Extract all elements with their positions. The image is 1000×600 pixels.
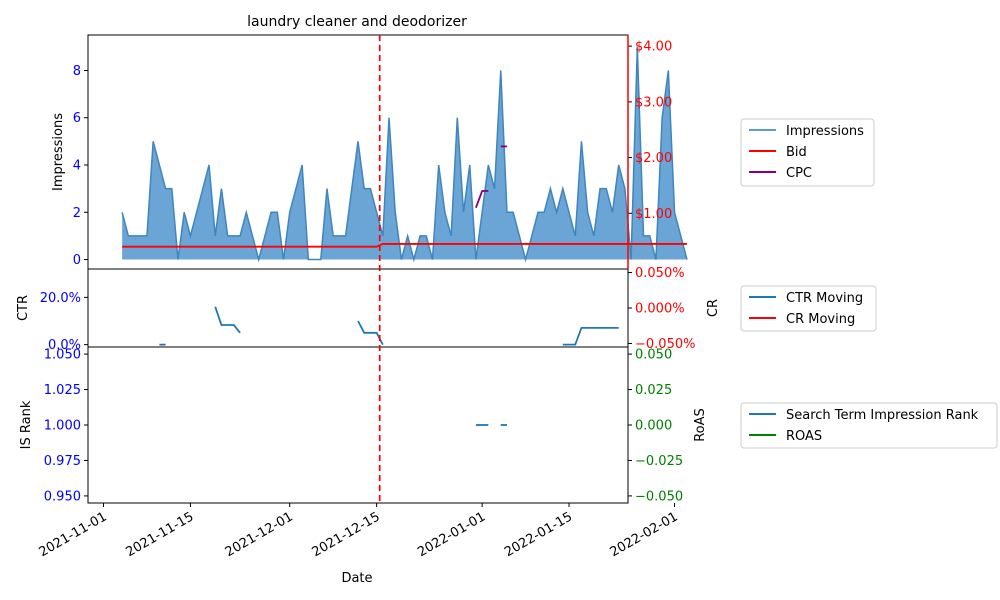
chart-title: laundry cleaner and deodorizer [247,14,467,30]
legend-cr-label: CR Moving [786,312,855,327]
top-left-ylabel: Impressions [51,113,66,191]
axes: 02468$1.00$2.00$3.00$4.000.0%20.0%−0.050… [37,35,696,560]
impressions-area [122,47,687,260]
middle-right-tick-label-1: 0.000% [635,302,685,317]
legend-impressions-label: Impressions [786,124,864,139]
legend-ctr-label: CTR Moving [786,291,863,306]
top-legend: Impressions Bid CPC [741,119,874,186]
ctr-line-1 [215,307,240,333]
top-right-tick-label-3: $4.00 [635,40,672,55]
x-tick-label-5: 2022-01-15 [502,509,575,560]
bottom-right-ylabel: RoAS [693,408,708,442]
top-panel-plot [122,47,687,260]
middle-panel-plot [159,307,618,345]
middle-panel-frame [88,269,628,347]
top-left-tick-label-0: 0 [73,253,81,268]
bottom-left-tick-label-3: 1.025 [44,383,81,398]
x-tick-label-2: 2021-12-01 [223,509,296,560]
legend-is-rank-label: Search Term Impression Rank [786,408,979,423]
ctr-line-2 [358,321,383,345]
middle-left-ylabel: CTR [16,295,31,321]
middle-right-ylabel: CR [706,299,721,317]
middle-legend: CTR Moving CR Moving [741,286,876,331]
bottom-right-tick-label-1: −0.025 [635,454,683,469]
x-tick-label-3: 2021-12-15 [310,509,383,560]
x-axis-label: Date [341,571,372,586]
middle-right-tick-label-2: 0.050% [635,266,685,281]
bottom-legend: Search Term Impression Rank ROAS [741,403,997,448]
bottom-left-tick-label-1: 0.975 [44,454,81,469]
bottom-right-tick-label-3: 0.025 [635,383,672,398]
top-right-tick-label-2: $3.00 [635,95,672,110]
ctr-line-3 [563,328,619,345]
x-tick-label-4: 2022-01-01 [415,509,488,560]
top-right-tick-label-1: $2.00 [635,151,672,166]
bottom-right-tick-label-0: −0.050 [635,489,683,504]
top-left-tick-label-4: 8 [73,64,81,79]
bottom-left-tick-label-0: 0.950 [44,489,81,504]
legend-cpc-label: CPC [786,166,812,181]
bottom-right-tick-label-2: 0.000 [635,419,672,434]
legend-bid-label: Bid [786,145,807,160]
bottom-right-tick-label-4: 0.050 [635,348,672,363]
bottom-left-tick-label-4: 1.050 [44,348,81,363]
middle-left-tick-label-1: 20.0% [40,291,81,306]
top-left-tick-label-1: 2 [73,206,81,221]
x-tick-label-0: 2021-11-01 [37,509,110,560]
legend-roas-label: ROAS [786,429,822,444]
x-tick-label-1: 2021-11-15 [123,509,196,560]
top-left-tick-label-3: 6 [73,111,81,126]
top-left-tick-label-2: 4 [73,159,81,174]
top-right-tick-label-0: $1.00 [635,207,672,222]
bottom-left-tick-label-2: 1.000 [44,419,81,434]
bottom-panel-frame [88,347,628,503]
x-tick-label-6: 2022-02-01 [608,509,681,560]
bottom-left-ylabel: IS Rank [19,400,34,449]
